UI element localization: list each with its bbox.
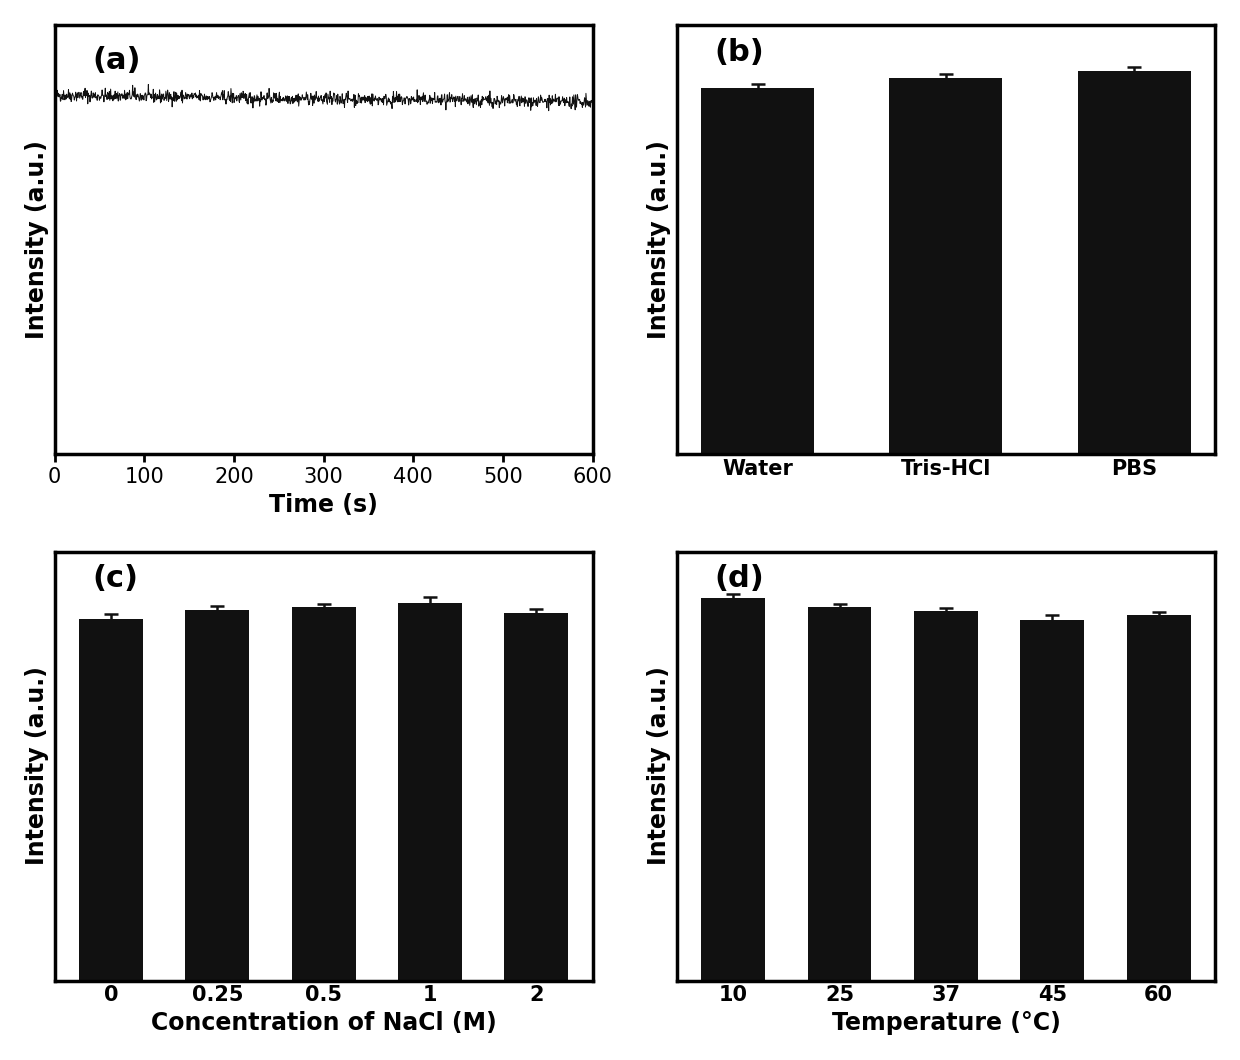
Bar xyxy=(79,619,143,980)
Bar xyxy=(1021,620,1084,980)
Bar xyxy=(505,613,568,980)
X-axis label: Time (s): Time (s) xyxy=(269,493,378,517)
Bar xyxy=(702,88,815,454)
Text: (d): (d) xyxy=(714,564,764,594)
Bar xyxy=(185,610,249,981)
X-axis label: Concentration of NaCl (M): Concentration of NaCl (M) xyxy=(151,1011,496,1035)
X-axis label: Temperature (°C): Temperature (°C) xyxy=(832,1011,1060,1035)
Text: (b): (b) xyxy=(714,38,764,67)
Bar xyxy=(1078,71,1190,454)
Y-axis label: Intensity (a.u.): Intensity (a.u.) xyxy=(25,667,50,866)
Bar xyxy=(889,77,1002,454)
Bar xyxy=(914,612,978,981)
Text: (c): (c) xyxy=(92,564,138,594)
Bar xyxy=(398,603,461,981)
Bar xyxy=(1127,616,1190,981)
Bar xyxy=(807,607,872,981)
Bar xyxy=(702,598,765,980)
Bar xyxy=(291,607,356,981)
Y-axis label: Intensity (a.u.): Intensity (a.u.) xyxy=(25,140,50,339)
Text: (a): (a) xyxy=(92,47,140,75)
Y-axis label: Intensity (a.u.): Intensity (a.u.) xyxy=(647,140,671,339)
Y-axis label: Intensity (a.u.): Intensity (a.u.) xyxy=(647,667,671,866)
